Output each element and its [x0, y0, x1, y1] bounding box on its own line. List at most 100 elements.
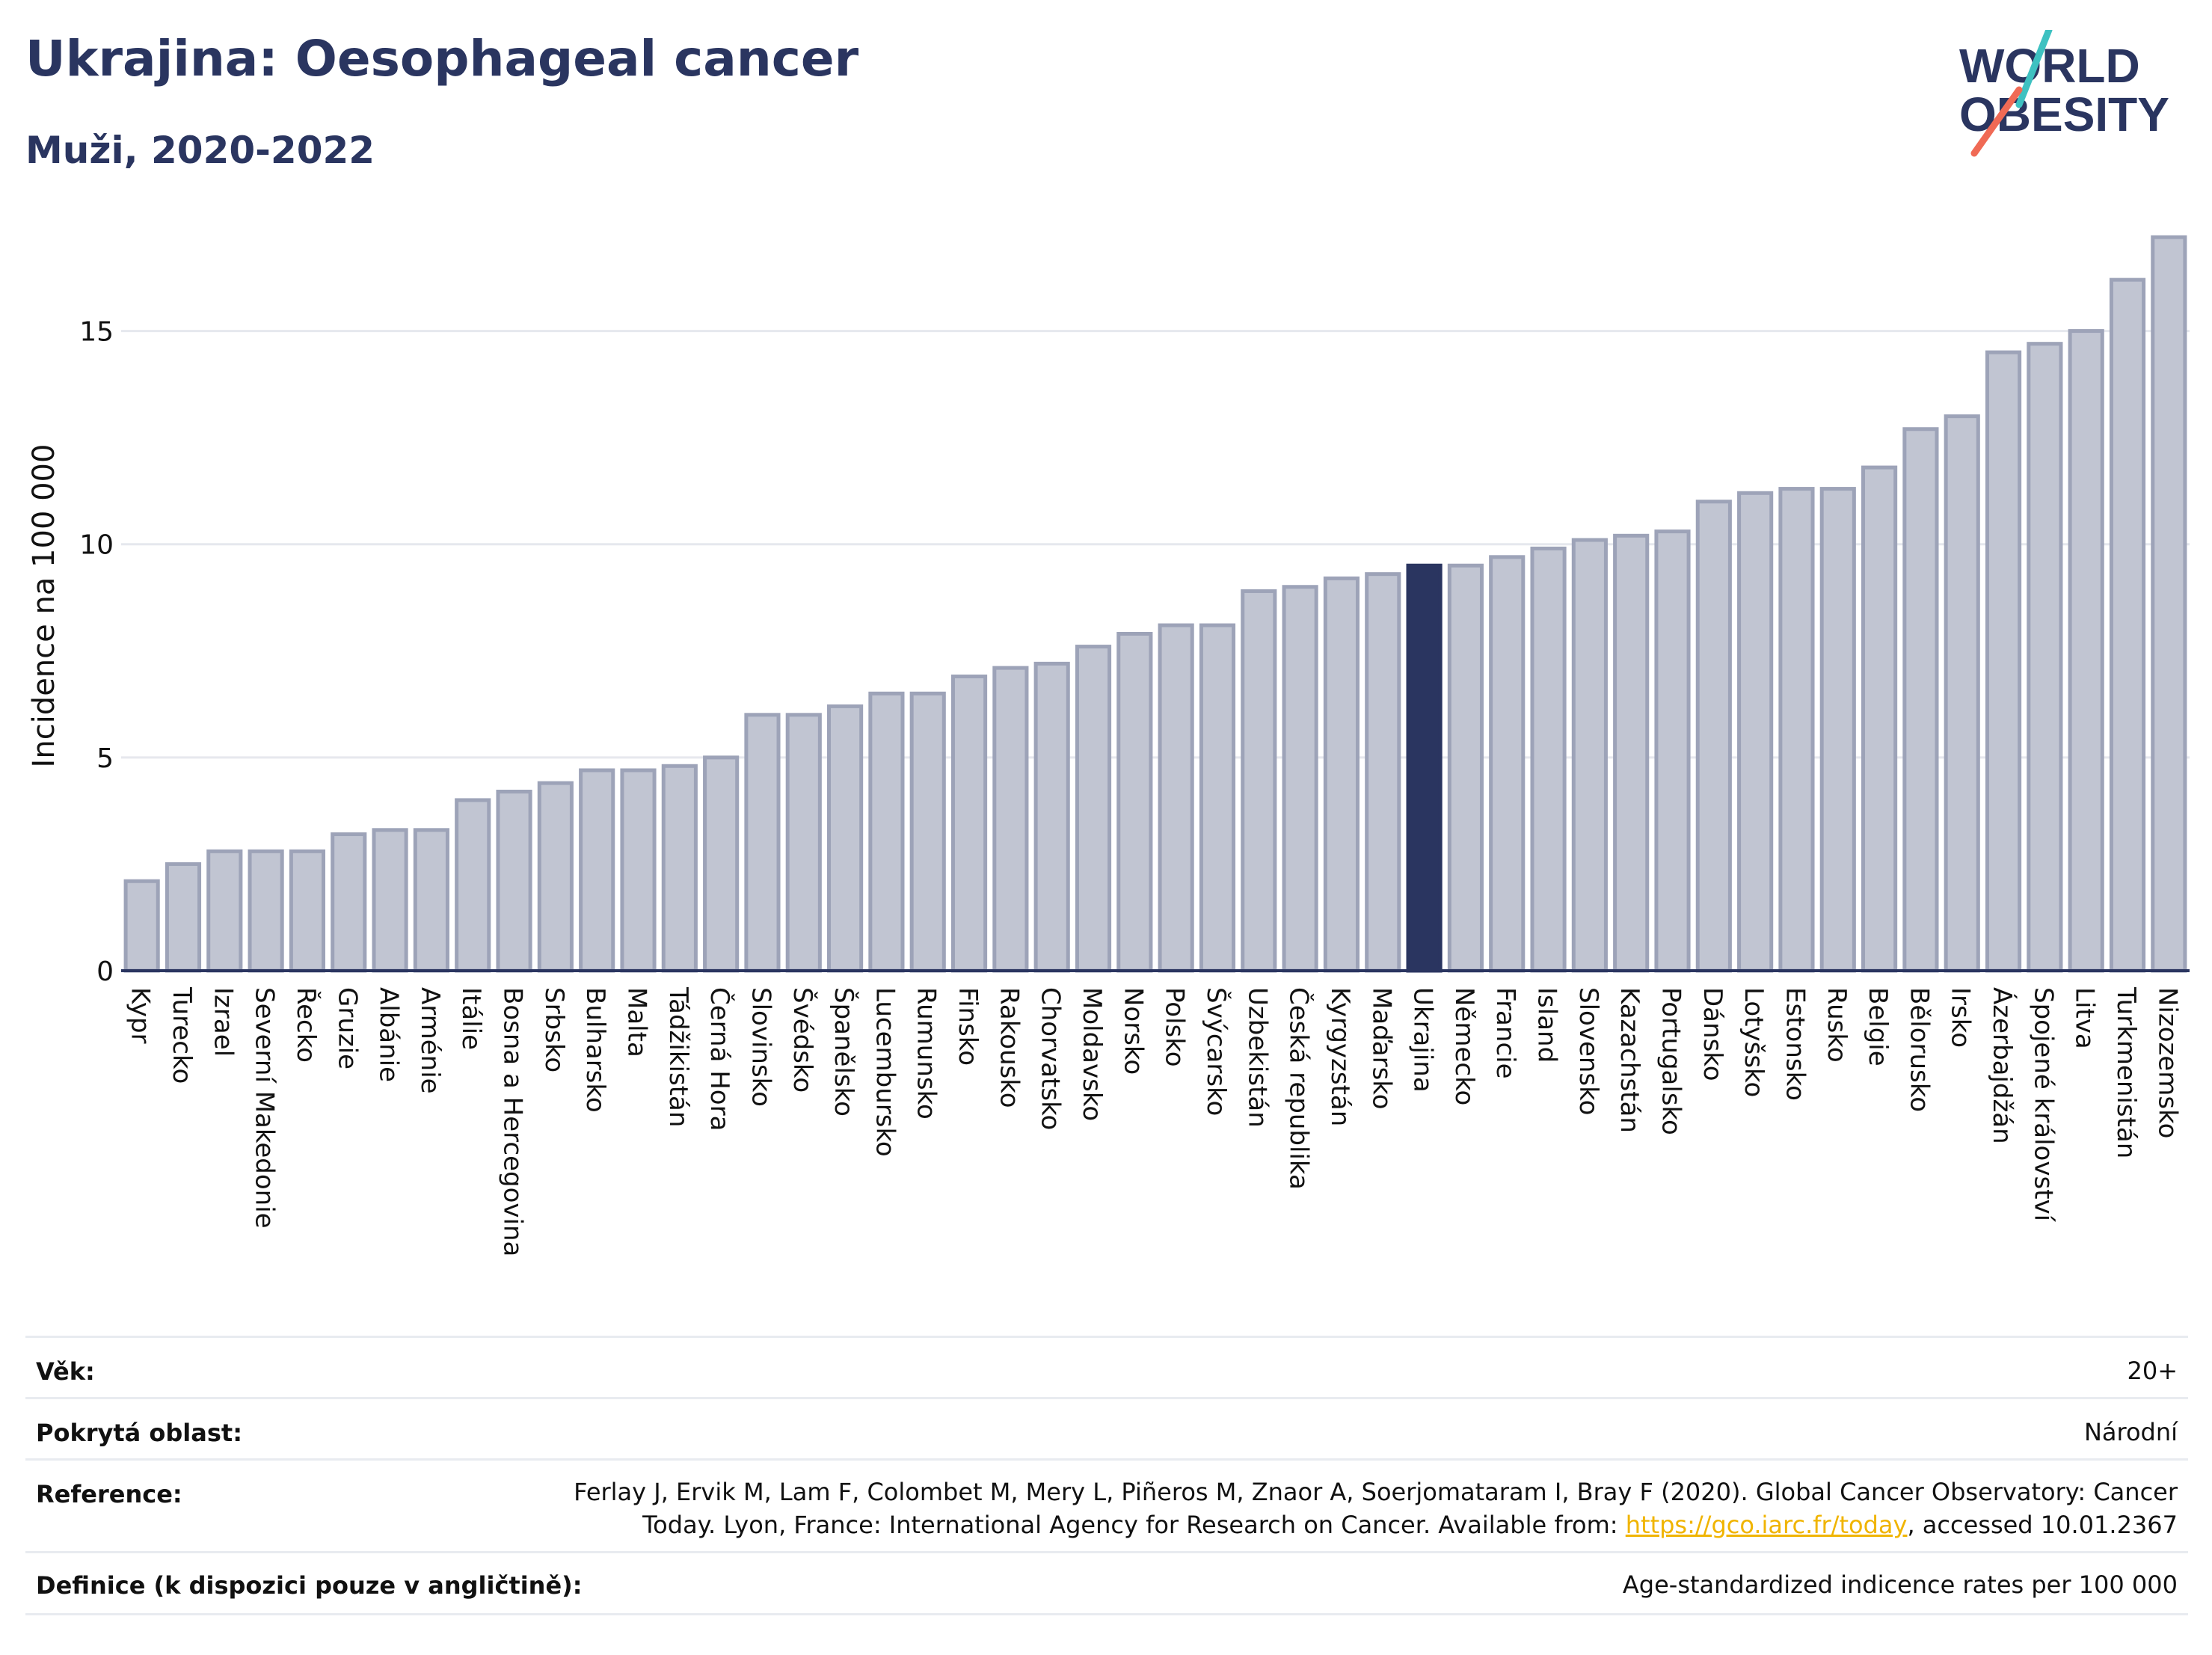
bar-chart: 0 5 10 15 Kypr Turecko Izrael Severní Makedoni… [27, 235, 2190, 1256]
definition-label: Definice (k dispozici pouze v angličtině… [36, 1571, 583, 1600]
bar-Uzbekistán [1241, 589, 1277, 973]
bar-Estonsko [1778, 487, 1815, 973]
bar-Portugalsko [1654, 529, 1691, 973]
x-tick-label: Litva [2070, 987, 2100, 1049]
y-tick-label: 10 [79, 530, 114, 561]
bar-Kyrgyzstán [1323, 576, 1360, 973]
x-tick-label: Slovinsko [746, 987, 775, 1107]
bar-Německo [1447, 563, 1484, 973]
x-tick-label: Bulharsko [580, 987, 610, 1113]
bar-Černá Hora [703, 755, 740, 973]
x-tick-label: Itálie [456, 987, 486, 1050]
age-label: Věk: [36, 1357, 95, 1386]
bar-Malta [620, 768, 657, 973]
x-tick-label: Česká republika [1284, 987, 1315, 1190]
bar-Řecko [289, 849, 326, 973]
x-tick-label: Slovensko [1573, 987, 1603, 1115]
x-tick-label: Švýcarsko [1201, 987, 1232, 1116]
x-tick-label: Uzbekistán [1242, 987, 1272, 1128]
area-label: Pokrytá oblast: [36, 1419, 242, 1447]
bar-Francie [1489, 555, 1526, 973]
bar-Kypr [123, 879, 160, 973]
bar-Slovinsko [744, 713, 781, 973]
x-tick-label: Chorvatsko [1036, 987, 1066, 1130]
bar-Česká republika [1282, 585, 1318, 973]
x-tick-label: Spojené království [2028, 987, 2058, 1223]
chart-title: Ukrajina: Oesophageal cancer [25, 30, 859, 87]
x-tick-label: Řecko [291, 987, 322, 1063]
x-tick-labels: Kypr Turecko Izrael Severní Makedonie Řecko G… [126, 986, 2183, 1256]
x-tick-label: Lotyšsko [1739, 987, 1769, 1097]
bar-Bělorusko [1902, 427, 1939, 973]
reference-link[interactable]: https://gco.iarc.fr/today [1625, 1511, 1908, 1539]
y-tick-labels: 0 5 10 15 [79, 317, 114, 987]
x-tick-label: Moldavsko [1077, 987, 1107, 1121]
x-tick-label: Rakousko [994, 987, 1024, 1108]
bar-Turkmenistán [2109, 277, 2146, 973]
reference-line-2-pre: Today. Lyon, France: International Agenc… [642, 1511, 1626, 1539]
y-tick-label: 0 [96, 957, 114, 987]
x-tick-label: Estonsko [1780, 987, 1810, 1101]
logo-slash-teal [2015, 30, 2053, 108]
bar-Rumunsko [909, 691, 946, 973]
definition-value: Age-standardized indicence rates per 100… [1622, 1570, 2178, 1599]
bar-Ázerbajdžán [1985, 350, 2022, 973]
bar-Izrael [206, 849, 243, 973]
reference-line-2-post: , accessed 10.01.2367 [1907, 1511, 2178, 1539]
logo-text-world: WORLD [1959, 39, 2140, 93]
bar-Turecko [165, 862, 202, 973]
x-tick-label: Ázerbajdžán [1987, 987, 2018, 1144]
bar-Lucembursko [868, 691, 905, 973]
x-tick-label: Portugalsko [1656, 987, 1686, 1135]
x-tick-label: Rusko [1822, 987, 1852, 1063]
bar-Arménie [413, 828, 449, 973]
x-tick-label: Turkmenistán [2111, 986, 2141, 1158]
x-tick-label: Dánsko [1698, 987, 1727, 1081]
age-value: 20+ [2127, 1357, 2178, 1385]
bar-Tádžikistán [661, 764, 698, 973]
x-tick-label: Norsko [1118, 987, 1148, 1075]
bar-Polsko [1158, 623, 1194, 973]
bar-Švýcarsko [1199, 623, 1236, 973]
x-tick-label: Albánie [374, 987, 404, 1082]
bar-Finsko [950, 675, 988, 973]
x-tick-label: Arménie [415, 987, 445, 1094]
x-tick-label: Finsko [953, 987, 983, 1066]
x-tick-label: Španělsko [829, 987, 859, 1117]
bar-Lotyšsko [1737, 491, 1774, 973]
x-tick-label: Bělorusko [1904, 987, 1934, 1112]
info-row-area: Pokrytá oblast: Národní [25, 1397, 2188, 1461]
bar-Gruzie [331, 832, 367, 973]
x-tick-label: Švédsko [787, 987, 818, 1093]
reference-label: Reference: [36, 1480, 182, 1508]
bar-Slovensko [1571, 538, 1608, 973]
x-tick-label: Německo [1449, 987, 1479, 1105]
bar-Severní Makedonie [248, 849, 284, 973]
bar-Španělsko [827, 704, 864, 973]
bar-Bosna a Hercegovina [496, 789, 532, 973]
x-tick-label: Belgie [1863, 987, 1893, 1066]
x-tick-label: Nizozemsko [2152, 987, 2182, 1138]
bar-Island [1530, 546, 1567, 973]
x-tick-label: Maďarsko [1366, 987, 1396, 1110]
bar-Srbsko [537, 781, 574, 973]
x-tick-label: Rumunsko [912, 987, 941, 1120]
bar-Norsko [1116, 631, 1153, 973]
logo-text-obesity: OBESITY [1959, 87, 2169, 141]
bars [123, 235, 2187, 973]
info-row-age: Věk: 20+ [25, 1336, 2188, 1399]
reference-line-1: Ferlay J, Ervik M, Lam F, Colombet M, Me… [574, 1478, 2178, 1506]
logo-slash-red [1970, 86, 2023, 157]
x-tick-label: Polsko [1160, 987, 1190, 1067]
y-tick-label: 5 [96, 743, 114, 774]
x-tick-label: Tádžikistán [663, 986, 693, 1127]
x-tick-label: Gruzie [332, 987, 362, 1069]
x-tick-label: Kypr [126, 987, 156, 1044]
x-tick-label: Kyrgyzstán [1325, 987, 1355, 1126]
bar-Rakousko [992, 666, 1029, 973]
y-axis-label: Incidence na 100 000 [27, 444, 61, 768]
x-tick-label: Turecko [167, 986, 197, 1084]
x-tick-label: Izrael [208, 987, 238, 1057]
reference-line-2: Today. Lyon, France: International Agenc… [383, 1508, 2178, 1541]
bar-Irsko [1944, 414, 1980, 973]
